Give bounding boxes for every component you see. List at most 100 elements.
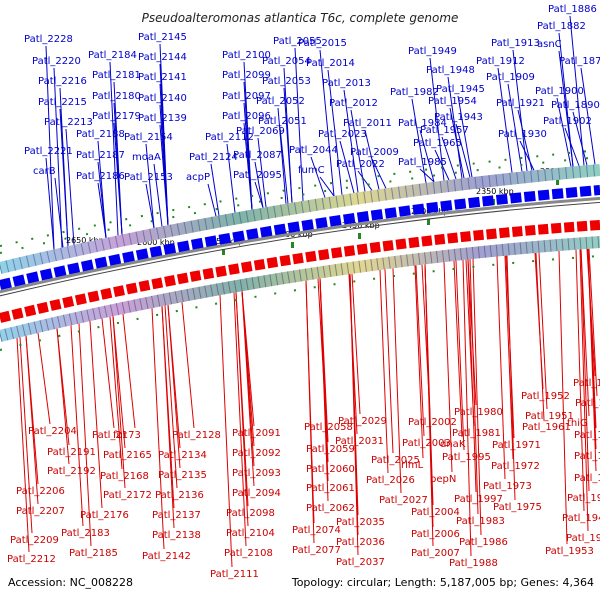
forward-leader-line	[569, 15, 585, 166]
reverse-leader-line	[558, 250, 568, 545]
forward-gene-label: Patl_2069	[236, 126, 285, 137]
reverse-leader-line	[384, 269, 394, 454]
reverse-gene-label: Patl_2031	[335, 436, 384, 447]
reverse-gene-label: Patl_1946	[566, 533, 600, 544]
forward-leader-line	[109, 61, 119, 236]
forward-gene-label: Patl_2213	[44, 117, 93, 128]
reverse-gene-label: Patl_2206	[16, 486, 65, 497]
forward-leader-line	[441, 136, 457, 180]
forward-gene-label: Patl_1878	[559, 56, 600, 67]
forward-leader-line	[327, 69, 343, 195]
forward-gene-label: Patl_1965	[413, 138, 462, 149]
forward-leader-line	[65, 128, 75, 245]
reverse-leader-line	[580, 249, 590, 492]
forward-leader-line	[447, 76, 463, 179]
forward-gene-label: Patl_2186	[76, 171, 125, 182]
forward-leader-line	[564, 127, 580, 167]
reverse-gene-label: Patl_2060	[306, 464, 355, 475]
reverse-leader-line	[164, 305, 178, 489]
reverse-gene-label: Patl_1988	[449, 558, 498, 569]
reverse-gene-label: Patl_1971	[492, 440, 541, 451]
reverse-gene-label: Patl_2183	[61, 528, 110, 539]
reverse-leader-line	[37, 332, 51, 425]
forward-leader-line	[257, 137, 267, 208]
reverse-leader-line	[379, 269, 389, 474]
forward-leader-line	[519, 140, 535, 171]
accession-text: Accession: NC_008228	[8, 576, 133, 589]
reverse-gene-label: Patl_2173	[92, 430, 141, 441]
forward-gene-label: Patl_1882	[537, 21, 586, 32]
reverse-gene-label: Patl_2094	[232, 488, 281, 499]
forward-gene-label: Patl_1945	[436, 84, 485, 95]
reverse-leader-line	[414, 265, 424, 459]
forward-leader-line	[45, 45, 55, 250]
forward-gene-label: Patl_1913	[491, 38, 540, 49]
reverse-gene-label: Patl_2025	[371, 455, 420, 466]
reverse-gene-label: Patl_2007	[411, 548, 460, 559]
forward-gene-label: Patl_2012	[329, 98, 378, 109]
reverse-gene-label: Patl_2093	[232, 468, 281, 479]
reverse-gene-label: Patl_1931	[573, 378, 600, 389]
forward-gene-label: Patl_2228	[24, 34, 73, 45]
reverse-leader-line	[122, 313, 136, 429]
forward-gene-labels: Patl_2228 Patl_2220 Patl_2216 Patl_2215 Patl…	[24, 4, 600, 183]
genome-title: Pseudoalteromonas atlantica T6c, complet…	[142, 11, 459, 25]
forward-gene-label: Patl_2141	[138, 72, 187, 83]
reverse-leader-lines	[16, 248, 598, 568]
reverse-gene-label: Patl_2135	[158, 470, 207, 481]
forward-gene-label: Patl_1921	[496, 98, 545, 109]
forward-gene-label: Patl_2013	[322, 78, 371, 89]
forward-gene-label: Patl_2154	[124, 132, 173, 143]
forward-gene-label: Patl_2014	[306, 58, 355, 69]
forward-leader-line	[449, 107, 465, 179]
forward-gene-label: Patl_2100	[222, 50, 271, 61]
reverse-leader-line	[506, 255, 516, 501]
reverse-gene-label: Patl_1983	[456, 516, 505, 527]
reverse-leader-line	[538, 252, 548, 410]
forward-gene-label: Patl_1949	[408, 46, 457, 57]
forward-gene-label: Patl_1912	[476, 56, 525, 67]
reverse-leader-line	[16, 337, 30, 553]
reverse-gene-label: Patl_2027	[379, 495, 428, 506]
reverse-gene-label: thiG	[567, 418, 588, 429]
forward-leader-line	[371, 158, 387, 189]
forward-gene-label: Patl_2095	[233, 170, 282, 181]
kbp-tick-mark	[358, 233, 361, 239]
kbp-tick-mark	[222, 249, 225, 255]
forward-leader-line	[319, 49, 335, 197]
reverse-gene-label: Patl_1940	[574, 451, 600, 462]
reverse-gene-label: Patl_2059	[306, 444, 355, 455]
reverse-gene-label: Patl_2176	[80, 510, 129, 521]
forward-gene-label: Patl_2009	[350, 147, 399, 158]
reverse-gene-label: Patl_2098	[226, 508, 275, 519]
reverse-leader-line	[305, 280, 315, 544]
reverse-gene-label: Patl_2185	[69, 548, 118, 559]
reverse-gene-label: Patl_2029	[338, 416, 387, 427]
reverse-leader-line	[351, 273, 361, 415]
reverse-leader-line	[319, 278, 329, 502]
reverse-leader-line	[587, 248, 597, 472]
reverse-leader-line	[109, 316, 123, 470]
kbp-tick-mark	[427, 219, 430, 225]
forward-leader-line	[54, 177, 64, 248]
forward-gene-label: Patl_2051	[258, 116, 307, 127]
reverse-gene-label: Patl_1972	[491, 461, 540, 472]
forward-leader-line	[207, 183, 217, 217]
forward-gene-label: Patl_1900	[535, 86, 584, 97]
reverse-leader-line	[415, 265, 425, 437]
reverse-gene-label: Patl_2134	[158, 450, 207, 461]
reverse-gene-label: dnaK	[440, 439, 466, 450]
forward-gene-label: Patl_1943	[434, 112, 483, 123]
reverse-gene-label: Patl_2002	[408, 417, 457, 428]
reverse-gene-label: Patl_1933	[575, 398, 600, 409]
reverse-gene-label: Patl_2168	[100, 471, 149, 482]
reverse-leader-line	[455, 260, 465, 451]
forward-gene-label: carB	[33, 166, 56, 177]
reverse-gene-label: Patl_2136	[155, 490, 204, 501]
reverse-gene-label: Patl_2108	[224, 548, 273, 559]
genome-backbone-inner	[0, 201, 600, 297]
genome-summary-text: Topology: circular; Length: 5,187,005 bp…	[291, 576, 594, 589]
forward-gene-label: Patl_2099	[222, 70, 271, 81]
forward-gene-label: Patl_1930	[498, 129, 547, 140]
